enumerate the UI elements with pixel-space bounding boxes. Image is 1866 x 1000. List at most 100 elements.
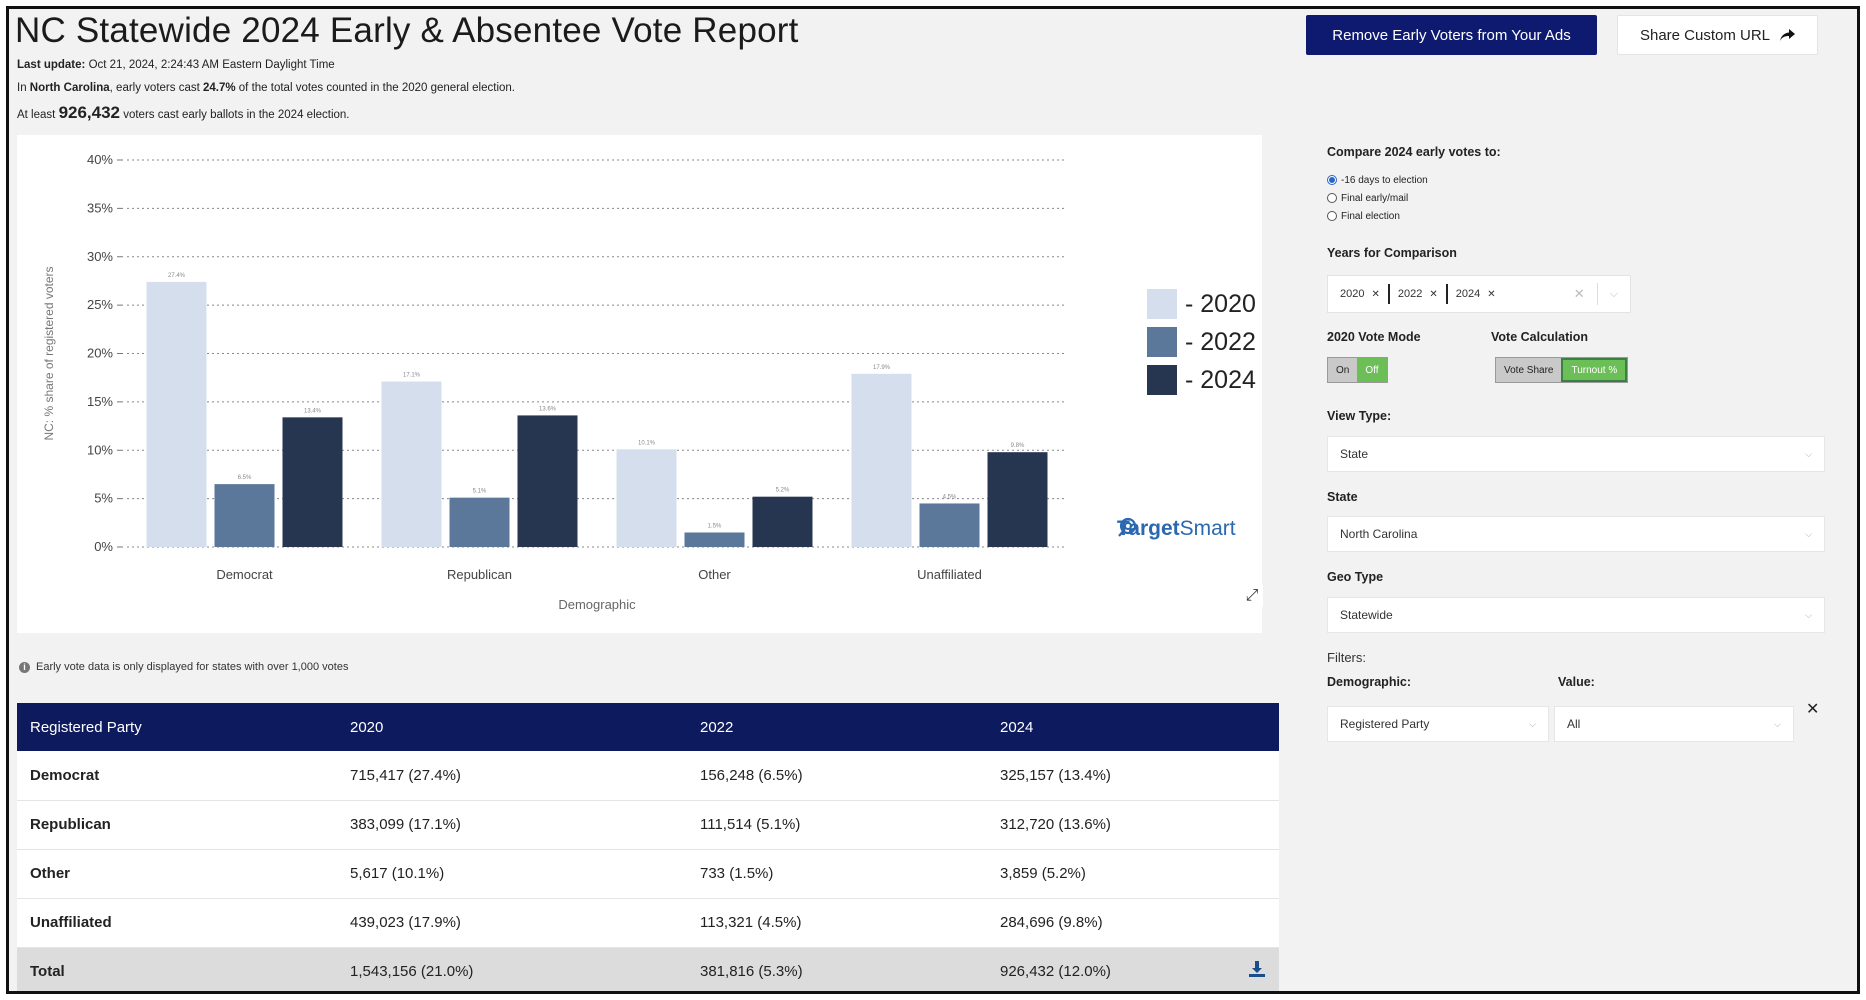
chart-legend: - 2020 - 2022 - 2024 xyxy=(1147,285,1256,399)
expand-icon[interactable]: ⤢ xyxy=(1241,585,1263,607)
data-label: 9.8% xyxy=(1011,443,1025,449)
year-chip: 2022 ✕ xyxy=(1394,284,1448,304)
compare-option[interactable]: Final early/mail xyxy=(1327,189,1428,207)
bar-unaffiliated-2 xyxy=(987,452,1048,547)
remove-filter-icon[interactable]: ✕ xyxy=(1806,701,1820,718)
view-type-select[interactable]: State ⌵ xyxy=(1327,436,1825,472)
download-icon[interactable] xyxy=(1248,961,1266,982)
value-select[interactable]: All ⌵ xyxy=(1554,706,1794,742)
vote-share-option[interactable]: Vote Share xyxy=(1496,358,1562,382)
table-cell xyxy=(1235,898,1279,948)
year-chip: 2024 ✕ xyxy=(1452,284,1504,304)
table-cell: 733 (1.5%) xyxy=(687,849,987,899)
data-label: 1.5% xyxy=(708,523,722,529)
targetsmart-logo-icon xyxy=(1118,517,1137,537)
share-custom-url-button[interactable]: Share Custom URL xyxy=(1617,15,1818,55)
vote-mode-on-option[interactable]: On xyxy=(1328,358,1358,382)
select-value: Statewide xyxy=(1340,608,1393,622)
summary-text: voters cast early ballots in the 2024 el… xyxy=(120,109,350,121)
radio[interactable] xyxy=(1327,211,1337,221)
bar-democrat-0 xyxy=(146,281,207,547)
y-tick-label: 20% xyxy=(87,346,113,361)
table-cell: 312,720 (13.6%) xyxy=(987,800,1235,850)
data-label: 17.9% xyxy=(873,365,891,371)
summary-count: 926,432 xyxy=(58,103,121,122)
bar-other-1 xyxy=(684,532,745,547)
table-cell: 715,417 (27.4%) xyxy=(337,751,687,801)
remove-early-voters-button[interactable]: Remove Early Voters from Your Ads xyxy=(1306,15,1597,55)
compare-option[interactable]: Final election xyxy=(1327,207,1428,225)
clear-all-icon[interactable]: ✕ xyxy=(1573,286,1585,301)
chevron-down-icon: ⌵ xyxy=(1805,528,1812,539)
select-value: North Carolina xyxy=(1340,527,1418,541)
summary-state: North Carolina xyxy=(29,82,110,94)
table-cell: 439,023 (17.9%) xyxy=(337,898,687,948)
data-label: 4.5% xyxy=(943,494,957,500)
bar-democrat-1 xyxy=(214,484,275,547)
chip-label: 2022 xyxy=(1397,288,1423,300)
demographic-select[interactable]: Registered Party ⌵ xyxy=(1327,706,1549,742)
vote-mode-toggle[interactable]: On Off xyxy=(1327,357,1388,383)
page-title: NC Statewide 2024 Early & Absentee Vote … xyxy=(15,11,799,50)
geo-type-select[interactable]: Statewide ⌵ xyxy=(1327,597,1825,633)
legend-label: - 2020 xyxy=(1185,289,1256,318)
x-tick-label: Other xyxy=(698,567,731,582)
data-label: 5.2% xyxy=(776,488,790,494)
radio-selected[interactable] xyxy=(1327,175,1337,185)
table-row: Other 5,617 (10.1%) 733 (1.5%) 3,859 (5.… xyxy=(17,849,1279,899)
years-multiselect[interactable]: 2020 ✕ 2022 ✕ 2024 ✕ ✕ ⌵ xyxy=(1327,275,1631,313)
data-label: 10.1% xyxy=(638,440,656,446)
chevron-down-icon[interactable]: ⌵ xyxy=(1609,287,1618,300)
vote-mode-off-option[interactable]: Off xyxy=(1357,358,1387,382)
radio-label: Final early/mail xyxy=(1341,192,1409,204)
vote-calc-label: Vote Calculation xyxy=(1491,330,1589,344)
state-select[interactable]: North Carolina ⌵ xyxy=(1327,516,1825,552)
legend-item-2020[interactable]: - 2020 xyxy=(1147,285,1256,323)
column-header[interactable]: Registered Party xyxy=(17,703,337,751)
chip-label: 2024 xyxy=(1455,288,1481,300)
app-frame: NC Statewide 2024 Early & Absentee Vote … xyxy=(6,6,1860,994)
turnout-option[interactable]: Turnout % xyxy=(1561,358,1628,382)
bar-other-2 xyxy=(752,496,813,547)
legend-item-2024[interactable]: - 2024 xyxy=(1147,361,1256,399)
year-chip: 2020 ✕ xyxy=(1336,284,1390,304)
chevron-down-icon: ⌵ xyxy=(1805,448,1812,459)
legend-item-2022[interactable]: - 2022 xyxy=(1147,323,1256,361)
column-header[interactable]: 2022 xyxy=(687,703,987,751)
table-row: Unaffiliated 439,023 (17.9%) 113,321 (4.… xyxy=(17,898,1279,948)
table-cell: Unaffiliated xyxy=(17,898,337,948)
table-cell: 5,617 (10.1%) xyxy=(337,849,687,899)
table-cell: 926,432 (12.0%) xyxy=(987,947,1235,991)
radio-label: Final election xyxy=(1341,210,1400,222)
data-label: 27.4% xyxy=(168,273,186,279)
radio[interactable] xyxy=(1327,193,1337,203)
chip-remove-icon[interactable]: ✕ xyxy=(1487,288,1496,300)
vote-calc-toggle[interactable]: Vote Share Turnout % xyxy=(1495,357,1629,383)
y-tick-label: 0% xyxy=(94,539,113,554)
compare-option[interactable]: -16 days to election xyxy=(1327,171,1428,189)
demographic-label: Demographic: xyxy=(1327,675,1412,689)
y-tick-label: 30% xyxy=(87,249,113,264)
info-icon: i xyxy=(19,661,30,673)
chip-remove-icon[interactable]: ✕ xyxy=(1429,288,1438,300)
state-label: State xyxy=(1327,490,1358,504)
legend-label: - 2022 xyxy=(1185,327,1256,356)
bar-chart: 0% 5% 10% 15% 20% 25% 30% 35% 40% NC: % share of … xyxy=(42,152,1067,612)
data-label: 13.6% xyxy=(539,406,557,412)
y-tick-label: 25% xyxy=(87,297,113,312)
results-table: Registered Party 2020 2022 2024 Democrat… xyxy=(17,703,1279,991)
table-header-row: Registered Party 2020 2022 2024 xyxy=(17,703,1279,751)
chevron-down-icon: ⌵ xyxy=(1529,718,1536,729)
chip-remove-icon[interactable]: ✕ xyxy=(1371,288,1380,300)
column-header[interactable]: 2020 xyxy=(337,703,687,751)
column-header-spacer xyxy=(1235,703,1279,751)
last-update: Last update: Oct 21, 2024, 2:24:43 AM Ea… xyxy=(17,59,335,71)
last-update-value: Oct 21, 2024, 2:24:43 AM Eastern Dayligh… xyxy=(88,59,335,71)
column-header[interactable]: 2024 xyxy=(987,703,1235,751)
x-tick-label: Democrat xyxy=(216,567,273,582)
select-value: Registered Party xyxy=(1340,717,1430,731)
summary-text: At least xyxy=(17,109,59,121)
chip-label: 2020 xyxy=(1340,288,1365,300)
vote-mode-label: 2020 Vote Mode xyxy=(1327,330,1421,344)
data-label: 5.1% xyxy=(473,489,487,495)
